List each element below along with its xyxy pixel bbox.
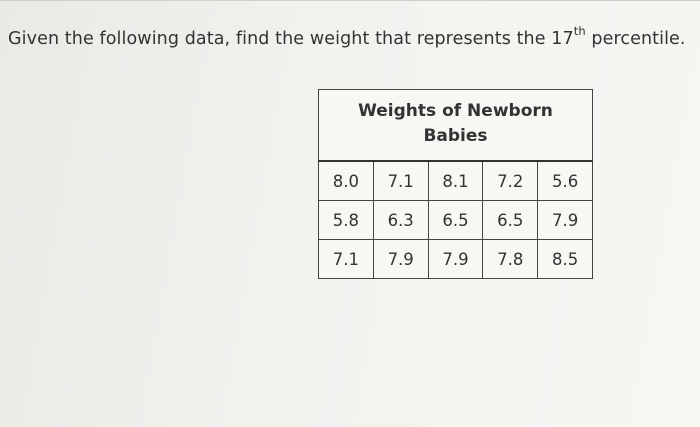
table-cell: 7.9 xyxy=(427,239,484,279)
newborn-weights-table: Weights of Newborn Babies 8.0 7.1 8.1 7.… xyxy=(318,89,593,279)
table-row: 8.0 7.1 8.1 7.2 5.6 xyxy=(318,160,593,201)
table-cell: 8.5 xyxy=(537,239,593,279)
question-end: percentile. xyxy=(585,28,686,49)
table-cell: 7.9 xyxy=(537,200,593,240)
table-cell: 8.1 xyxy=(427,160,484,201)
table-cell: 6.5 xyxy=(482,200,539,240)
table-cell: 7.8 xyxy=(482,239,539,279)
table-cell: 7.1 xyxy=(372,160,429,201)
table-cell: 5.6 xyxy=(537,160,593,201)
table-cell: 7.1 xyxy=(318,239,374,279)
question-text: Given the following data, find the weigh… xyxy=(8,18,688,54)
question-main: Given the following data, find the weigh… xyxy=(8,28,574,49)
table-cell: 6.5 xyxy=(427,200,484,240)
table-cell: 5.8 xyxy=(318,200,374,240)
table-row: 7.1 7.9 7.9 7.8 8.5 xyxy=(318,239,593,279)
table-row: 5.8 6.3 6.5 6.5 7.9 xyxy=(318,200,593,240)
table-cell: 8.0 xyxy=(318,160,374,201)
table-cell: 6.3 xyxy=(372,200,429,240)
table-header-row: Weights of Newborn Babies xyxy=(318,89,593,162)
table-cell: 7.2 xyxy=(482,160,539,201)
page-top-border xyxy=(0,0,700,1)
ordinal-suffix: th xyxy=(573,24,586,38)
table-cell: 7.9 xyxy=(372,239,429,279)
table-title: Weights of Newborn Babies xyxy=(318,89,593,162)
